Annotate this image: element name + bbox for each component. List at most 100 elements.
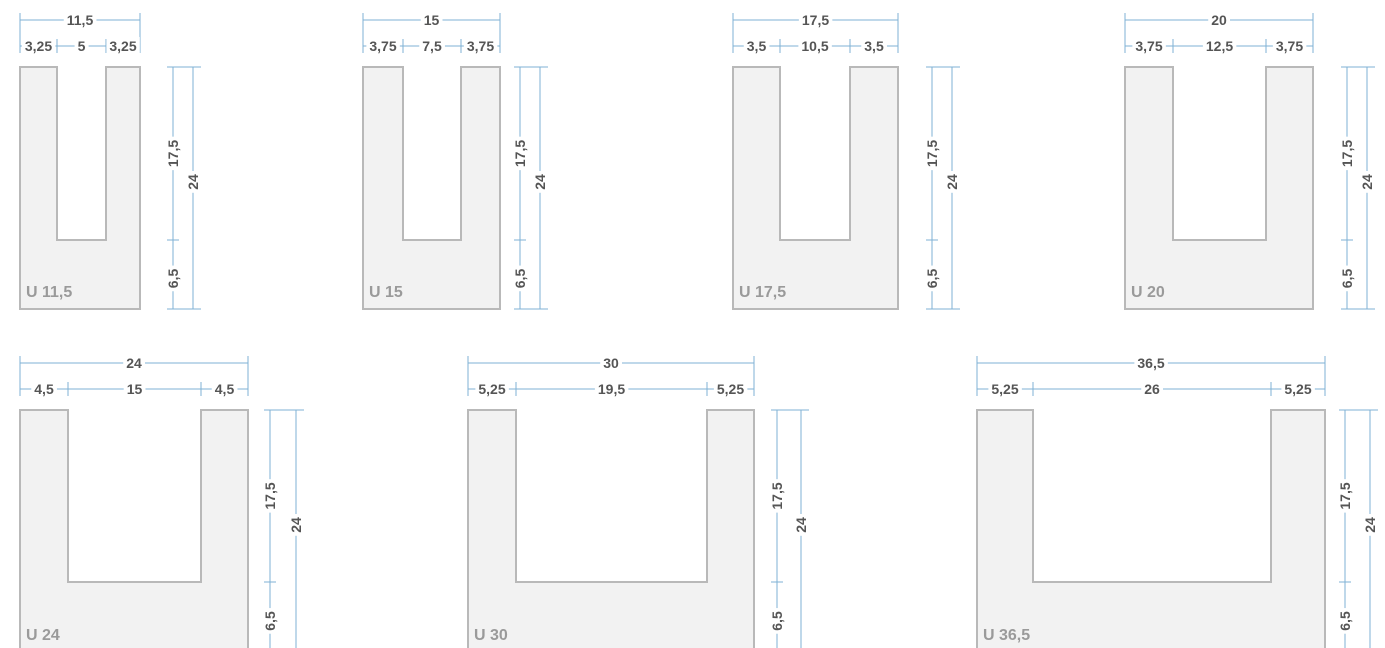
opening-label: 15 — [127, 381, 143, 397]
label-background — [713, 380, 748, 398]
height-inner-label: 17,5 — [262, 482, 278, 509]
label-background — [211, 380, 238, 398]
total-width-label: 20 — [1211, 12, 1227, 28]
height-inner-label: 17,5 — [1339, 140, 1355, 167]
label-background — [463, 37, 498, 55]
total-width-label: 24 — [126, 355, 142, 371]
profile-label: U 24 — [26, 627, 60, 644]
label-background — [1134, 354, 1168, 372]
label-background — [594, 380, 629, 398]
height-total-label: 24 — [793, 517, 809, 533]
label-background — [798, 37, 832, 55]
opening-label: 12,5 — [1206, 38, 1233, 54]
label-background — [1336, 608, 1354, 634]
label-background — [531, 171, 549, 193]
u-profile-4: U 20 20 3,75 12,5 3,75 17,5 6,5 24 — [1124, 11, 1376, 310]
height-total-label: 24 — [185, 174, 201, 190]
wall-left-label: 5,25 — [991, 381, 1018, 397]
label-background — [420, 11, 443, 29]
profile-label: U 30 — [474, 627, 508, 644]
height-inner-label: 17,5 — [924, 140, 940, 167]
wall-left-label: 3,5 — [747, 38, 767, 54]
u-profile-1: U 11,5 11,5 3,25 5 3,25 17,5 6,5 24 — [19, 11, 202, 310]
height-total-label: 24 — [1359, 174, 1375, 190]
label-background — [1338, 136, 1356, 171]
label-background — [287, 514, 305, 536]
opening-label: 26 — [1144, 381, 1160, 397]
profile-label: U 17,5 — [739, 284, 786, 301]
u-profile-shape — [19, 409, 249, 648]
opening-label: 7,5 — [422, 38, 442, 54]
wall-left-label: 4,5 — [34, 381, 54, 397]
label-background — [31, 380, 57, 398]
label-background — [419, 37, 445, 55]
label-background — [798, 11, 833, 29]
label-background — [923, 136, 941, 171]
height-inner-label: 17,5 — [1337, 482, 1353, 509]
u-profile-shape — [732, 66, 899, 310]
label-background — [63, 11, 97, 29]
label-background — [923, 265, 941, 292]
label-background — [106, 37, 140, 55]
label-background — [600, 354, 622, 372]
label-background — [1281, 380, 1315, 398]
u-profile-7: U 36,5 36,5 5,25 26 5,25 17,5 6,5 24 — [976, 354, 1379, 648]
total-width-label: 17,5 — [802, 12, 829, 28]
label-background — [792, 514, 810, 536]
base-height-label: 6,5 — [262, 611, 278, 631]
label-background — [743, 37, 770, 55]
label-background — [261, 608, 279, 634]
label-background — [1336, 479, 1354, 513]
wall-right-label: 3,75 — [1276, 38, 1303, 54]
wall-right-label: 3,5 — [864, 38, 884, 54]
label-background — [1338, 265, 1356, 292]
label-background — [1141, 380, 1163, 398]
u-profile-shape — [362, 66, 501, 310]
total-width-label: 36,5 — [1137, 355, 1164, 371]
height-total-label: 24 — [532, 174, 548, 190]
u-profile-2: U 15 15 3,75 7,5 3,75 17,5 6,5 24 — [362, 11, 549, 310]
height-total-label: 24 — [944, 174, 960, 190]
profile-label: U 36,5 — [983, 627, 1030, 644]
label-background — [74, 37, 89, 55]
height-inner-label: 17,5 — [512, 140, 528, 167]
u-profile-shape — [1124, 66, 1314, 310]
opening-label: 5 — [78, 38, 86, 54]
wall-right-label: 5,25 — [1284, 381, 1311, 397]
u-profile-shape — [19, 66, 141, 310]
base-height-label: 6,5 — [1337, 611, 1353, 631]
label-background — [768, 479, 786, 513]
label-background — [21, 37, 56, 55]
total-width-label: 30 — [603, 355, 619, 371]
u-profile-6: U 30 30 5,25 19,5 5,25 17,5 6,5 24 — [467, 354, 810, 648]
height-total-label: 24 — [288, 517, 304, 533]
wall-left-label: 3,75 — [1135, 38, 1162, 54]
wall-left-label: 5,25 — [478, 381, 505, 397]
label-background — [1272, 37, 1307, 55]
wall-left-label: 3,75 — [369, 38, 396, 54]
profile-label: U 15 — [369, 284, 403, 301]
wall-left-label: 3,25 — [25, 38, 52, 54]
label-background — [1202, 37, 1237, 55]
wall-right-label: 3,25 — [109, 38, 136, 54]
wall-right-label: 3,75 — [467, 38, 494, 54]
wall-right-label: 5,25 — [717, 381, 744, 397]
height-inner-label: 17,5 — [769, 482, 785, 509]
u-profile-5: U 24 24 4,5 15 4,5 17,5 6,5 24 — [19, 354, 305, 648]
opening-label: 19,5 — [598, 381, 625, 397]
base-height-label: 6,5 — [1339, 269, 1355, 289]
profile-label: U 11,5 — [26, 284, 72, 301]
label-background — [261, 479, 279, 513]
label-background — [184, 171, 202, 193]
total-width-label: 11,5 — [67, 12, 94, 28]
label-background — [475, 380, 509, 398]
wall-right-label: 4,5 — [215, 381, 235, 397]
label-background — [164, 265, 182, 292]
total-width-label: 15 — [424, 12, 440, 28]
base-height-label: 6,5 — [769, 611, 785, 631]
label-background — [123, 354, 145, 372]
label-background — [1358, 171, 1376, 193]
label-background — [768, 608, 786, 634]
profile-label: U 20 — [1131, 284, 1165, 301]
label-background — [511, 136, 529, 171]
